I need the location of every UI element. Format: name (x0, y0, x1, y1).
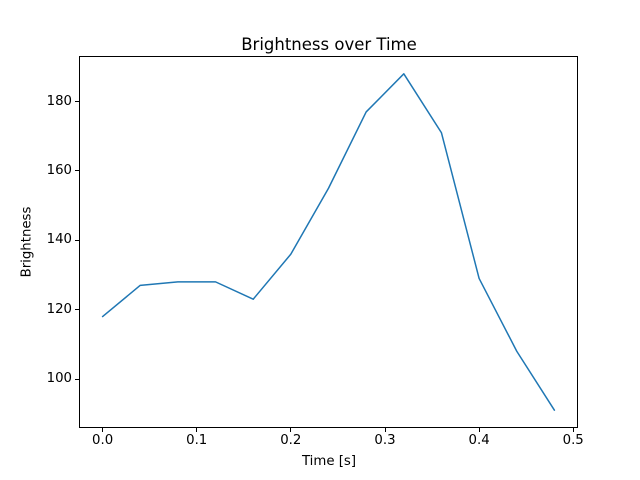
x-tick-label: 0.4 (468, 433, 490, 448)
x-tick-label: 0.5 (562, 433, 584, 448)
x-tick-label: 0.2 (280, 433, 302, 448)
y-tick-mark (75, 170, 79, 172)
y-tick-label: 180 (46, 93, 72, 109)
x-tick-mark (290, 428, 292, 432)
x-axis-label: Time [s] (301, 454, 357, 469)
y-tick-mark (75, 239, 79, 241)
y-tick-label: 140 (46, 232, 72, 248)
line-series-svg (101, 73, 556, 411)
x-tick-mark (572, 428, 574, 432)
x-tick-label: 0.3 (374, 433, 396, 448)
x-tick-label: 0.0 (92, 433, 114, 448)
y-tick-mark (75, 101, 79, 103)
y-tick-label: 100 (46, 371, 72, 386)
y-tick-mark (75, 309, 79, 311)
x-tick-mark (196, 428, 198, 432)
x-tick-mark (102, 428, 104, 432)
y-tick-label: 160 (46, 162, 72, 178)
x-tick-label: 0.1 (186, 433, 208, 448)
x-tick-mark (478, 428, 480, 432)
brightness-line-series (101, 73, 556, 411)
x-tick-mark (384, 428, 386, 432)
chart-title: Brightness over Time (241, 35, 417, 54)
plot-area (79, 56, 578, 428)
y-tick-mark (75, 378, 79, 380)
y-tick-label: 120 (46, 301, 72, 317)
